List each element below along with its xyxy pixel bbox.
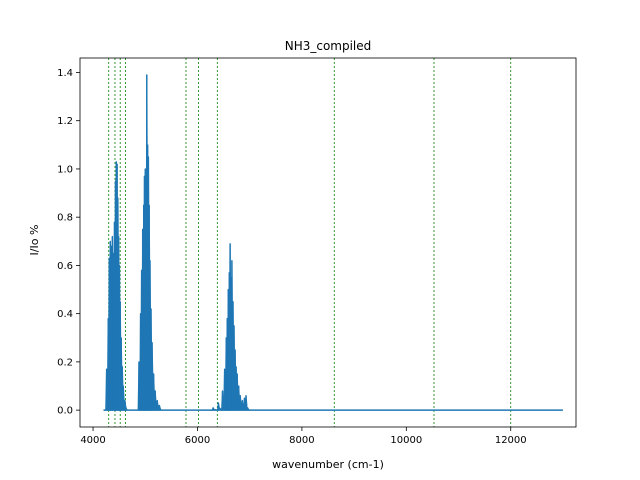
y-axis-label: I/Io % xyxy=(28,225,41,256)
y-axis: 0.0 0.2 0.4 0.6 0.8 1.0 1.2 1.4 xyxy=(57,68,80,417)
chart-title: NH3_compiled xyxy=(285,39,372,53)
x-axis-label: wavenumber (cm-1) xyxy=(272,458,384,471)
x-tick-label: 4000 xyxy=(80,435,105,446)
axes-frame xyxy=(79,57,577,428)
y-tick-label: 0.6 xyxy=(57,261,73,272)
x-tick-label: 8000 xyxy=(289,435,314,446)
x-tick-label: 12000 xyxy=(495,435,527,446)
y-tick-label: 0.0 xyxy=(57,406,73,417)
y-tick-label: 0.2 xyxy=(57,357,73,368)
x-tick-label: 10000 xyxy=(390,435,422,446)
y-tick-label: 0.8 xyxy=(57,213,73,224)
plot-area xyxy=(79,57,577,428)
y-tick-label: 1.4 xyxy=(57,68,73,79)
y-tick-label: 0.4 xyxy=(57,309,73,320)
y-tick-label: 1.0 xyxy=(57,164,73,175)
y-tick-label: 1.2 xyxy=(57,116,73,127)
x-tick-label: 6000 xyxy=(185,435,210,446)
x-axis: 4000 6000 8000 10000 12000 xyxy=(80,427,527,446)
